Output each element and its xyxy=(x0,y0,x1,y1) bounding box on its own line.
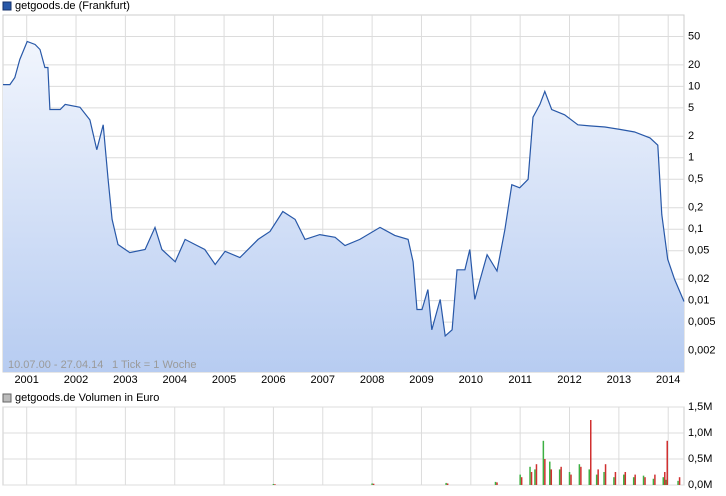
volume-bar xyxy=(570,474,572,485)
legend-label: getgoods.de (Frankfurt) xyxy=(15,0,130,12)
volume-bar xyxy=(535,464,538,485)
volume-bar xyxy=(677,480,679,485)
volume-bar xyxy=(494,481,497,485)
x-tick-label: 2014 xyxy=(656,374,680,386)
x-tick-label: 2006 xyxy=(261,374,285,386)
volume-bar xyxy=(529,466,531,485)
y-tick-label: 0,5 xyxy=(688,173,703,185)
volume-bar xyxy=(604,464,607,485)
volume-bar xyxy=(632,477,635,485)
y-tick-label: 0,05 xyxy=(688,245,709,257)
volume-bar xyxy=(519,474,521,485)
area-fill xyxy=(3,41,684,372)
x-tick-label: 2012 xyxy=(557,374,581,386)
x-tick-label: 2007 xyxy=(311,374,335,386)
volume-bar xyxy=(588,469,591,485)
x-tick-label: 2001 xyxy=(14,374,38,386)
volume-bar xyxy=(580,466,582,485)
legend-label: getgoods.de Volumen in Euro xyxy=(15,392,159,404)
annotation: 10.07.00 - 27.04.14 xyxy=(8,359,103,371)
volume-bar xyxy=(664,479,667,485)
y-tick-label: 0,5M xyxy=(688,453,712,465)
y-tick-label: 2 xyxy=(688,130,694,142)
y-tick-label: 20 xyxy=(688,59,700,71)
y-tick-label: 1,5M xyxy=(688,401,712,413)
volume-bar xyxy=(542,440,545,485)
volume-bar xyxy=(666,440,668,485)
y-tick-label: 0,1 xyxy=(688,223,703,235)
x-tick-label: 2011 xyxy=(508,374,532,386)
x-tick-label: 2004 xyxy=(162,374,186,386)
volume-bar xyxy=(623,474,625,485)
x-tick-label: 2010 xyxy=(459,374,483,386)
volume-bar xyxy=(558,469,561,485)
volume-bar xyxy=(603,472,605,485)
y-tick-label: 0,0M xyxy=(688,479,712,491)
volume-bar xyxy=(634,474,636,485)
volume-bar xyxy=(445,482,447,485)
x-tick-label: 2003 xyxy=(113,374,137,386)
price-line xyxy=(3,40,685,338)
volume-bar xyxy=(664,472,666,485)
volume-bar xyxy=(560,466,562,485)
volume-bar xyxy=(549,461,551,485)
y-tick-label: 1,0M xyxy=(688,427,712,439)
volume-bar xyxy=(652,478,655,485)
y-tick-label: 0,2 xyxy=(688,202,703,214)
volume-bar xyxy=(613,477,615,485)
y-tick-label: 0,002 xyxy=(688,344,716,356)
volume-bar xyxy=(597,469,599,485)
volume-bar xyxy=(642,475,645,485)
volume-bar xyxy=(624,472,627,485)
y-tick-label: 0,005 xyxy=(688,316,716,328)
y-tick-label: 50 xyxy=(688,30,700,42)
x-tick-label: 2008 xyxy=(360,374,384,386)
volume-bar xyxy=(678,477,681,485)
plot-frame xyxy=(2,406,685,486)
volume-bar xyxy=(520,477,523,485)
volume-bar xyxy=(568,472,571,485)
volume-bar xyxy=(595,474,598,485)
y-tick-label: 0,01 xyxy=(688,295,709,307)
volume-bar xyxy=(530,472,533,485)
volume-bar xyxy=(496,482,498,485)
volume-bar xyxy=(274,484,276,485)
volume-bar xyxy=(544,459,546,485)
x-tick-label: 2005 xyxy=(212,374,236,386)
y-tick-label: 5 xyxy=(688,102,694,114)
x-tick-label: 2002 xyxy=(64,374,88,386)
volume-bar xyxy=(371,483,373,485)
y-tick-label: 0,02 xyxy=(688,273,709,285)
legend-swatch xyxy=(2,1,12,11)
volume-bar xyxy=(550,469,553,485)
x-tick-label: 2009 xyxy=(409,374,433,386)
volume-bar xyxy=(590,420,592,485)
volume-bar xyxy=(578,464,581,485)
volume-bar xyxy=(614,472,617,485)
y-tick-label: 10 xyxy=(688,80,700,92)
volume-bar xyxy=(534,469,536,485)
x-tick-label: 2013 xyxy=(607,374,631,386)
annotation: 1 Tick = 1 Woche xyxy=(112,359,196,371)
volume-bar xyxy=(662,477,665,485)
legend-swatch xyxy=(2,393,12,403)
volume-bar xyxy=(372,483,375,485)
volume-bar xyxy=(644,477,646,485)
y-tick-label: 1 xyxy=(688,152,694,164)
volume-bar xyxy=(272,483,275,485)
volume-bar xyxy=(446,483,449,485)
volume-bar xyxy=(654,474,656,485)
